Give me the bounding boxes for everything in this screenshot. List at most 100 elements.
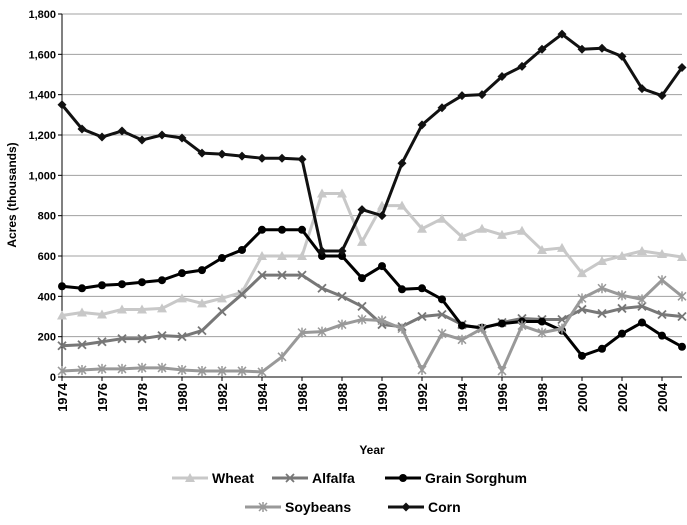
x-tick-label: 1986	[295, 383, 310, 412]
data-point	[278, 225, 286, 234]
legend-label: Soybeans	[285, 499, 351, 515]
data-point	[58, 282, 66, 291]
y-tick-label: 200	[38, 332, 56, 344]
data-point	[457, 231, 467, 241]
data-point	[657, 275, 667, 286]
data-point	[358, 274, 366, 283]
x-tick-label: 1984	[255, 382, 270, 412]
data-point	[617, 290, 627, 301]
data-point	[57, 341, 67, 351]
data-point	[638, 318, 646, 327]
data-point	[517, 225, 527, 235]
data-point	[117, 334, 127, 344]
data-point	[177, 364, 187, 375]
data-point	[198, 266, 206, 275]
data-point	[437, 328, 447, 339]
data-point	[497, 229, 507, 239]
data-point	[217, 306, 227, 317]
data-point	[658, 331, 666, 340]
x-tick-label: 1976	[95, 383, 110, 412]
data-point	[57, 100, 67, 110]
x-tick-label: 1974	[55, 382, 70, 412]
y-tick-label: 800	[38, 211, 56, 223]
data-point	[657, 309, 667, 320]
x-tick-label: 2002	[615, 383, 630, 412]
data-point	[537, 44, 547, 54]
data-point	[418, 284, 426, 293]
legend-item: Alfalfa	[272, 470, 355, 486]
legend-item: Soybeans	[245, 499, 351, 515]
x-tick-label: 1980	[175, 383, 190, 412]
data-point	[118, 280, 126, 289]
y-tick-label: 1,800	[28, 9, 56, 21]
data-point	[178, 269, 186, 278]
y-axis-title: Acres (thousands)	[5, 142, 19, 247]
data-point	[577, 268, 587, 278]
legend-label: Grain Sorghum	[425, 470, 527, 486]
data-point	[437, 213, 447, 223]
data-point	[457, 334, 467, 345]
data-point	[677, 311, 687, 322]
data-point	[97, 363, 107, 374]
legend-label: Alfalfa	[312, 470, 355, 486]
data-point	[637, 301, 647, 312]
legend-label: Wheat	[212, 470, 254, 486]
x-tick-label: 1998	[535, 383, 550, 412]
x-tick-label: 2000	[575, 383, 590, 412]
data-point	[117, 304, 127, 314]
data-point	[297, 251, 307, 260]
data-point	[678, 342, 686, 351]
data-point	[197, 325, 207, 336]
data-point	[497, 72, 507, 82]
data-point	[677, 252, 687, 262]
data-point	[277, 153, 287, 163]
data-point	[238, 245, 246, 254]
data-point	[417, 223, 427, 233]
data-point	[598, 344, 606, 353]
data-point	[637, 245, 647, 255]
data-point	[657, 248, 667, 258]
data-point	[538, 317, 546, 326]
data-point	[237, 289, 247, 299]
data-point	[677, 62, 687, 72]
data-point	[657, 91, 667, 101]
data-point	[298, 225, 306, 234]
data-point	[477, 323, 487, 334]
data-point	[338, 252, 346, 260]
data-point	[237, 151, 247, 161]
data-point	[438, 295, 446, 304]
data-point	[317, 326, 327, 337]
data-point	[117, 363, 127, 374]
data-point	[477, 90, 487, 100]
data-point	[157, 362, 167, 373]
x-tick-label: 1996	[495, 383, 510, 412]
data-point	[557, 323, 567, 334]
data-point	[417, 364, 427, 375]
data-point	[237, 365, 247, 376]
data-point	[177, 332, 187, 342]
data-point	[498, 319, 506, 328]
y-tick-label: 1,000	[28, 170, 56, 182]
data-point	[157, 130, 167, 140]
data-point	[437, 103, 447, 113]
data-point	[377, 211, 387, 221]
data-point	[57, 365, 67, 376]
data-point	[317, 246, 327, 256]
data-point	[277, 351, 287, 362]
data-point	[297, 154, 307, 164]
data-point	[618, 329, 626, 338]
data-point	[397, 323, 407, 334]
data-point	[157, 303, 167, 313]
data-point	[417, 311, 427, 322]
data-point	[537, 327, 547, 338]
data-point	[578, 351, 586, 360]
data-point	[217, 149, 227, 159]
data-point	[137, 334, 147, 344]
data-point	[337, 319, 347, 330]
data-point	[158, 276, 166, 285]
data-point	[98, 281, 106, 290]
y-tick-label: 400	[38, 291, 56, 303]
legend-marker	[401, 502, 411, 512]
y-tick-label: 1,200	[28, 130, 56, 142]
series-line	[61, 191, 683, 317]
